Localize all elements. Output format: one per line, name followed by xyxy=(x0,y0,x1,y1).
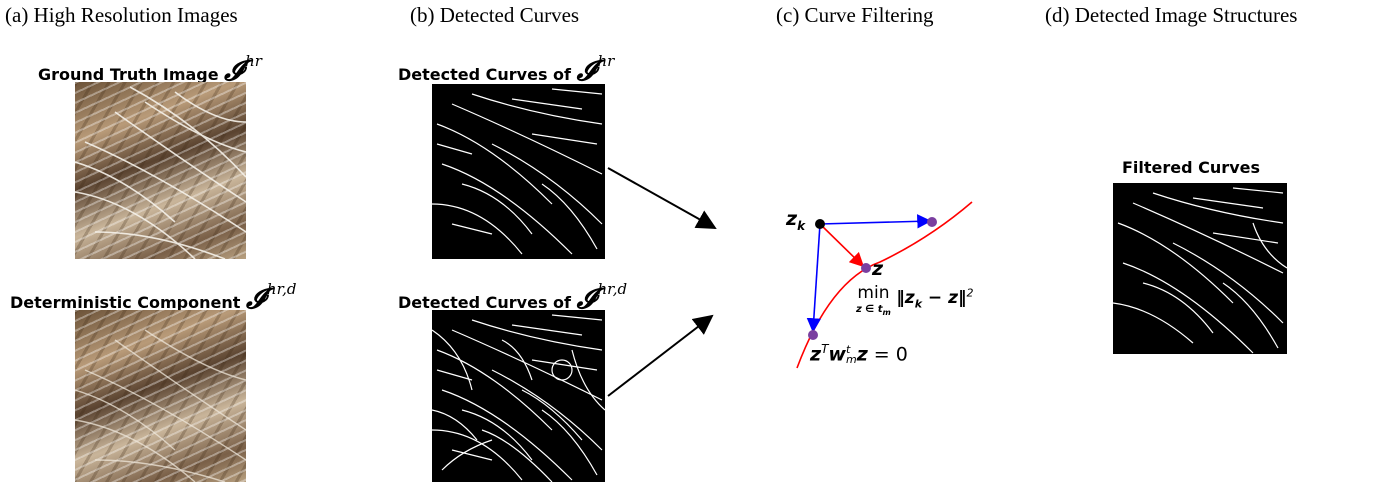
header-high-resolution-images: (a) High Resolution Images xyxy=(5,3,238,27)
header-detected-curves: (b) Detected Curves xyxy=(410,3,580,27)
arrow-zk-to-nearest-point xyxy=(819,223,865,268)
header-detected-image-structures: (d) Detected Image Structures xyxy=(1045,3,1298,27)
arrow-bottom-to-filtering xyxy=(607,314,714,397)
min-distance-equation: min z ∈ tm ‖zk − z‖2 xyxy=(856,283,974,318)
detected-curves-hr-image xyxy=(432,84,605,259)
header-curve-filtering: (c) Curve Filtering xyxy=(776,3,934,27)
deterministic-component-image xyxy=(75,310,246,482)
point-nearest-z xyxy=(861,263,871,273)
curve-constraint-equation: zTwt mz = 0 xyxy=(810,342,908,366)
label-z: z xyxy=(872,258,884,280)
point-bottom xyxy=(808,330,818,340)
point-zk xyxy=(815,219,825,229)
ground-truth-fur-image xyxy=(75,82,246,259)
detected-curves-hrd-image xyxy=(432,310,605,482)
arrow-zk-to-bottom-point xyxy=(806,223,822,333)
label-zk: zk xyxy=(786,208,806,233)
label-filtered-curves: Filtered Curves xyxy=(1122,158,1260,177)
arrow-zk-to-right-point xyxy=(819,214,932,229)
filtered-curves-image xyxy=(1113,183,1287,354)
point-right xyxy=(927,217,937,227)
arrow-top-to-filtering xyxy=(607,167,717,229)
